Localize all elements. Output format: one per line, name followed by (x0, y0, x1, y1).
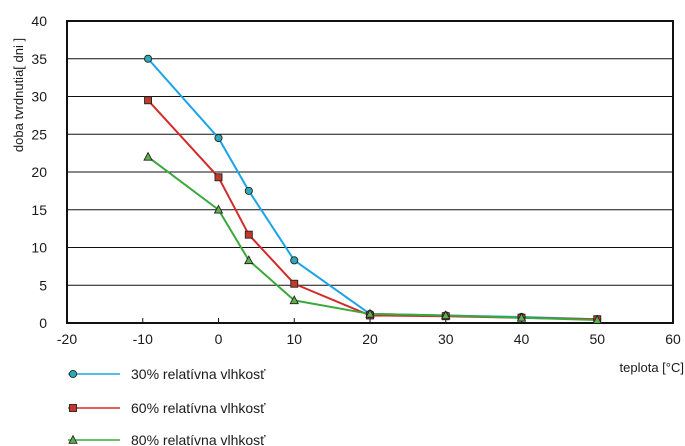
data-point (244, 186, 253, 195)
data-point (441, 310, 451, 320)
series-lines (147, 58, 598, 321)
y-tick-label: 30 (31, 89, 47, 105)
legend-marker (69, 404, 77, 412)
legend-label: 80% relatívna vlhkosť (131, 432, 266, 446)
data-point (143, 151, 153, 161)
data-point (144, 54, 153, 63)
data-point (290, 279, 299, 288)
legend: 30% relatívna vlhkosť 60% relatívna vlhko… (68, 366, 266, 446)
data-point (592, 314, 602, 324)
x-tick-label: 20 (362, 331, 378, 347)
data-point (516, 312, 527, 322)
legend-label: 60% relatívna vlhkosť (131, 400, 266, 416)
y-tick-label: 40 (31, 13, 47, 29)
y-axis-title: doba tvrdnutia[ dni ] (11, 38, 26, 152)
x-tick-label: 10 (286, 331, 302, 347)
data-point (244, 255, 254, 265)
x-tick-label: 60 (665, 331, 681, 347)
data-point (289, 295, 299, 305)
x-tick-label: 0 (215, 331, 223, 347)
legend-label: 30% relatívna vlhkosť (131, 366, 266, 382)
series-line-3 (147, 156, 598, 321)
data-point (290, 256, 299, 265)
y-tick-label: 5 (39, 277, 47, 293)
x-axis-title: teplota [°C] (620, 360, 684, 375)
data-point (244, 230, 253, 239)
y-tick-label: 35 (31, 51, 47, 67)
x-tick-label: -20 (57, 331, 77, 347)
x-tick-label: -10 (133, 331, 153, 347)
data-point (144, 96, 153, 105)
legend-marker (68, 369, 78, 379)
data-point (214, 133, 223, 143)
y-tick-label: 0 (39, 315, 47, 331)
data-point (213, 204, 224, 214)
legend-marker (68, 434, 78, 444)
y-tick-label: 10 (31, 240, 47, 256)
series-line-1 (147, 58, 598, 321)
axis-ticks: 0 5 10 15 20 25 30 35 40 -20 -10 0 10 20 30 40 50 60 (31, 13, 681, 347)
x-tick-label: 30 (438, 331, 454, 347)
data-point (214, 173, 223, 182)
x-tick-label: 50 (589, 331, 605, 347)
x-tick-label: 40 (514, 331, 530, 347)
y-tick-label: 25 (31, 126, 47, 142)
y-tick-label: 15 (31, 202, 47, 218)
grid-lines (67, 58, 673, 286)
y-tick-label: 20 (31, 164, 47, 180)
data-point (365, 308, 375, 318)
series-markers (143, 54, 602, 324)
